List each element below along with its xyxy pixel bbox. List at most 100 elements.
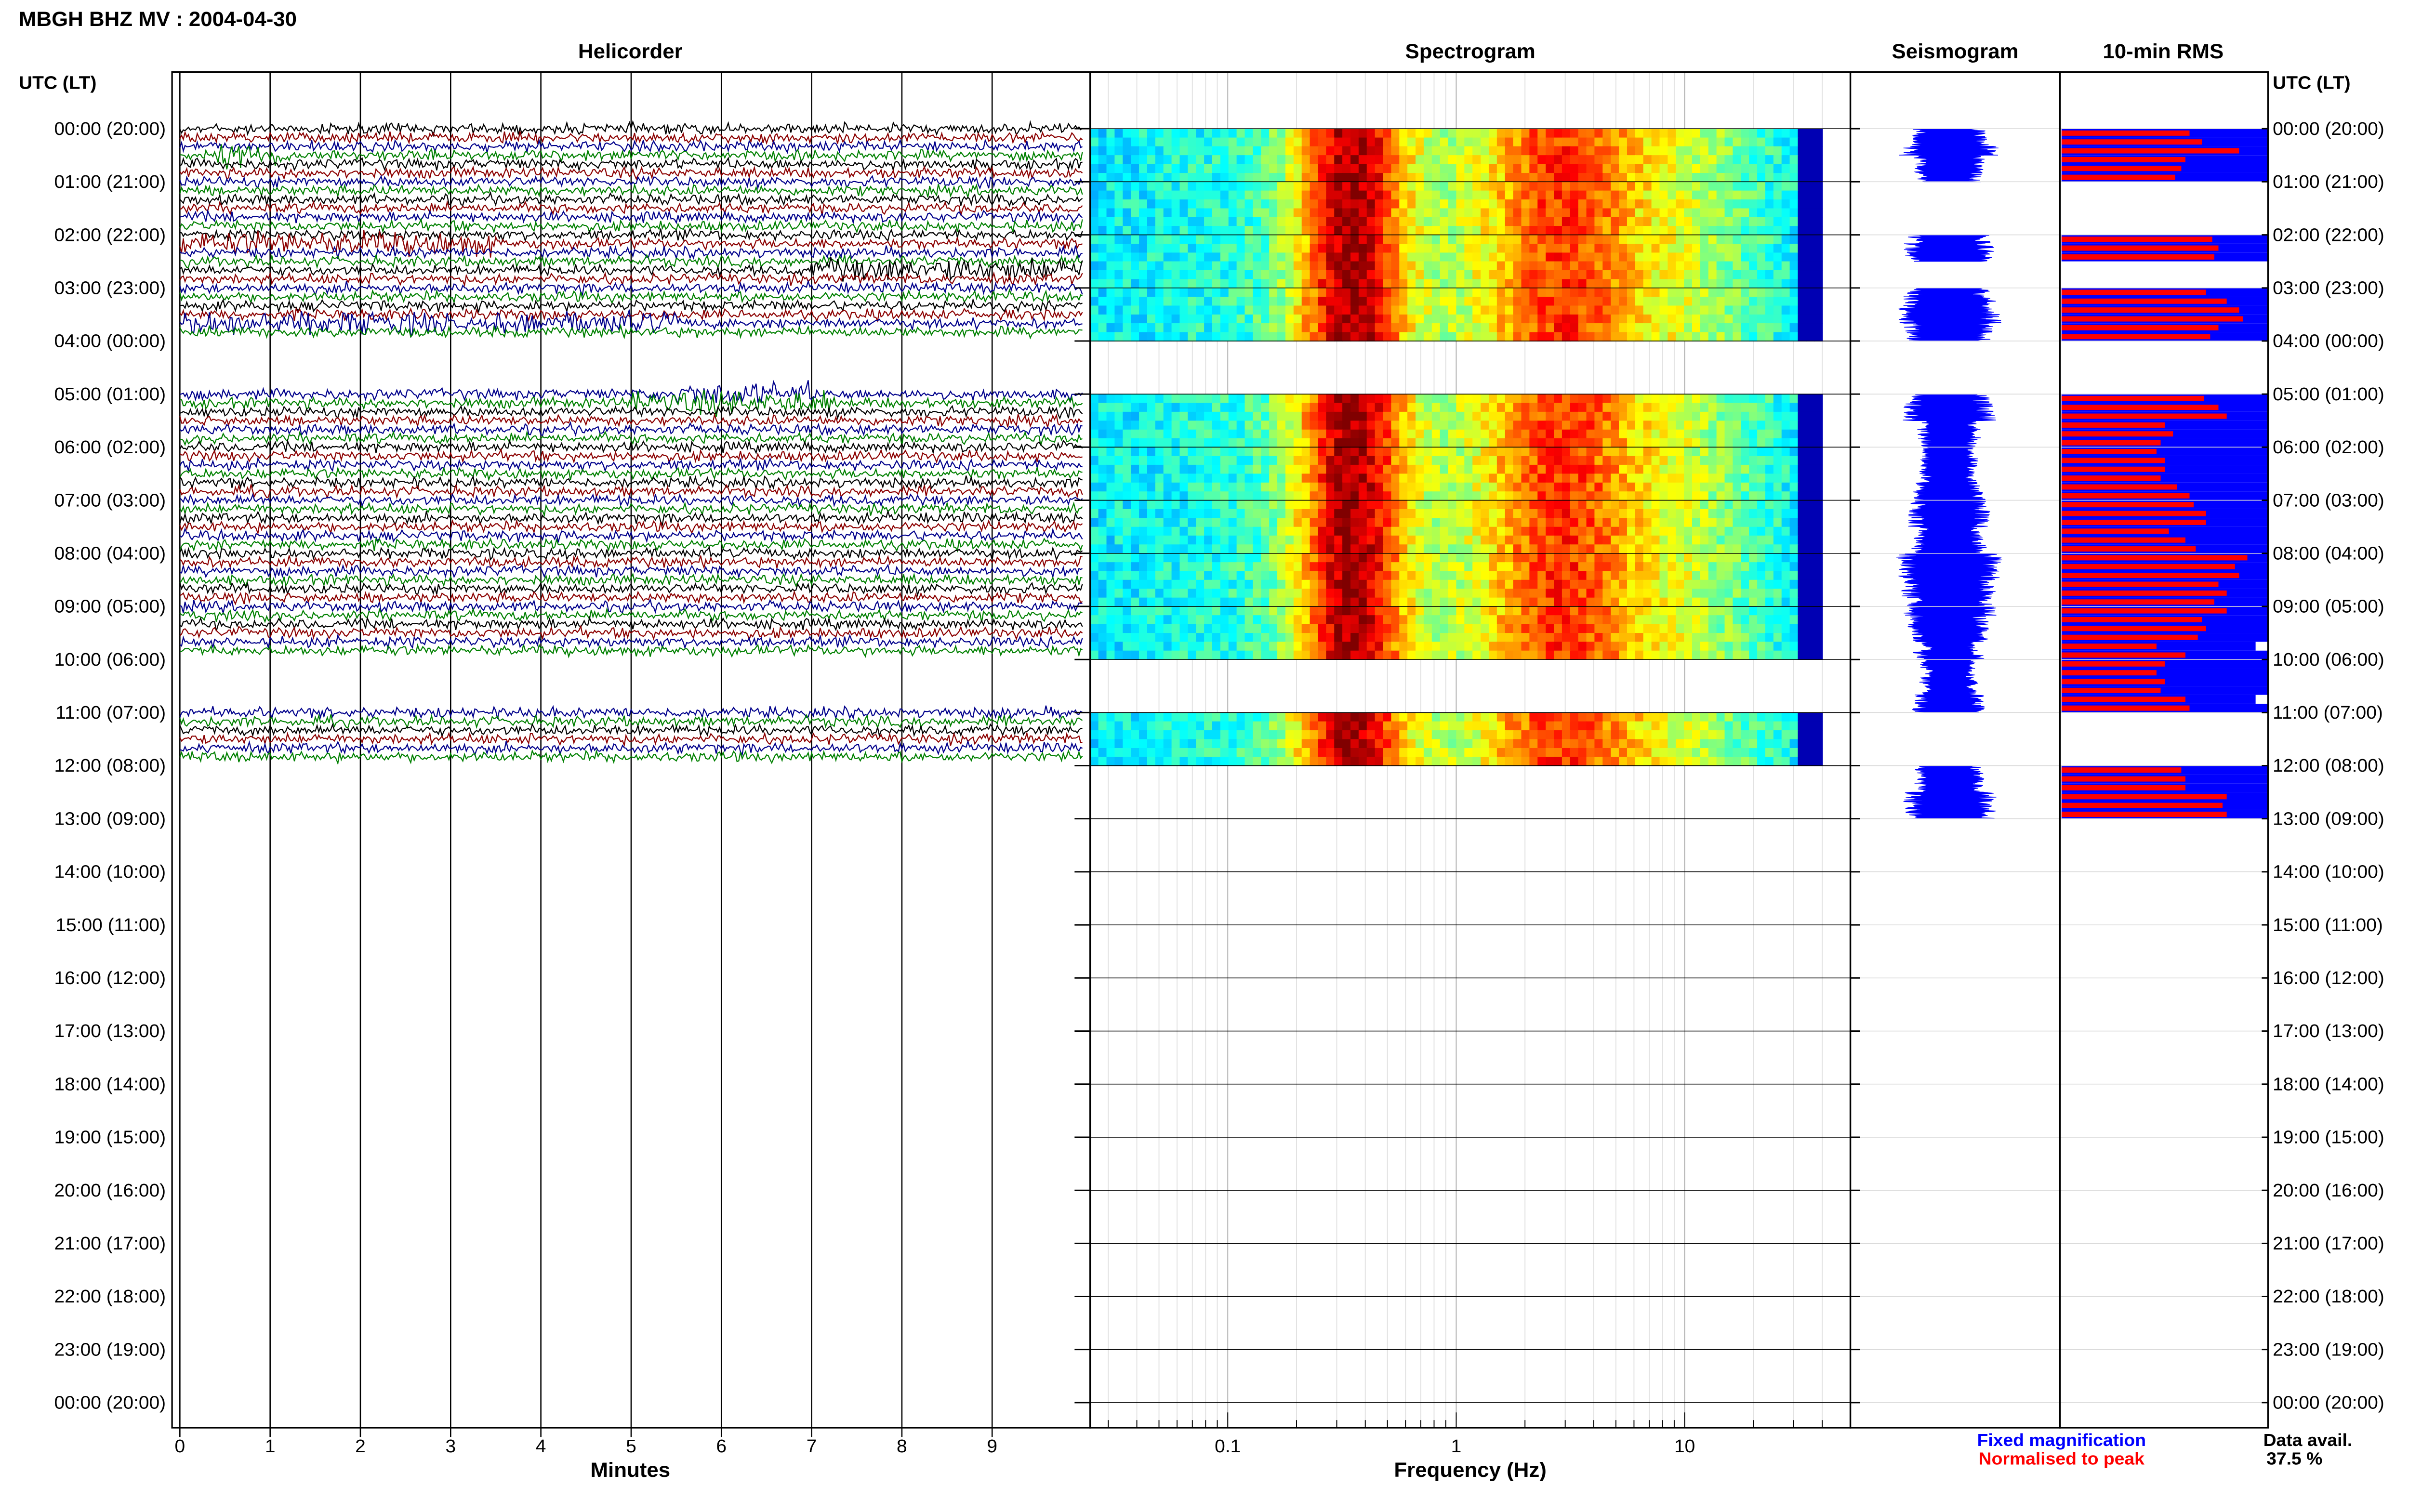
spectrogram-cell [1440,208,1449,218]
spectrogram-cell [1163,297,1172,306]
spectrogram-cell [1806,526,1815,537]
spectrogram-cell [1228,155,1237,165]
spectrogram-cell [1366,606,1376,616]
spectrogram-cell [1448,129,1457,138]
spectrogram-cell [1440,447,1449,457]
spectrogram-cell [1212,217,1221,227]
spectrogram-cell [1757,226,1766,236]
spectrogram-cell [1326,137,1335,147]
spectrogram-cell [1643,491,1652,501]
spectrogram-cell [1488,173,1498,183]
spectrogram-cell [1147,314,1156,324]
spectrogram-cell [1196,235,1205,244]
spectrogram-cell [1488,597,1498,607]
spectrogram-cell [1204,606,1213,616]
spectrogram-cell [1188,421,1197,430]
spectrogram-cell [1139,509,1148,519]
spectrogram-cell [1488,270,1498,280]
spectrogram-cell [1781,288,1790,297]
spectrogram-cell [1253,518,1262,527]
spectrogram-cell [1155,544,1165,554]
spectrogram-cell [1269,235,1278,244]
spectrogram-cell [1570,394,1579,404]
frequency-tick-label: 0.1 [1215,1436,1241,1457]
spectrogram-cell [1716,615,1725,625]
spectrogram-cell [1798,217,1807,227]
spectrogram-cell [1326,190,1335,200]
time-label-right: 11:00 (07:00) [2273,702,2383,723]
spectrogram-cell [1155,235,1165,244]
spectrogram-cell [1554,199,1563,209]
spectrogram-cell [1139,456,1148,466]
spectrogram-cell [1546,226,1555,236]
spectrogram-cell [1781,270,1790,280]
spectrogram-cell [1505,447,1514,457]
spectrogram-cell [1708,571,1717,580]
spectrogram-cell [1562,129,1571,138]
spectrogram-cell [1505,129,1514,138]
spectrogram-cell [1488,323,1498,333]
spectrogram-cell [1416,526,1425,537]
spectrogram-cell [1496,305,1506,315]
spectrogram-cell [1277,597,1286,607]
spectrogram-cell [1399,129,1408,138]
spectrogram-cell [1716,182,1725,191]
time-label-left: 11:00 (07:00) [55,702,166,723]
spectrogram-cell [1318,500,1327,510]
spectrogram-cell [1505,182,1514,191]
spectrogram-cell [1700,473,1709,483]
spectrogram-cell [1562,261,1571,271]
spectrogram-cell [1228,491,1237,501]
spectrogram-cell [1635,456,1644,466]
spectrogram-cell [1220,491,1230,501]
spectrogram-cell [1765,579,1774,590]
spectrogram-cell [1334,597,1343,607]
spectrogram-cell [1310,252,1319,262]
spectrogram-cell [1700,535,1709,545]
spectrogram-cell [1090,217,1099,227]
spectrogram-cell [1179,323,1189,333]
spectrogram-cell [1456,332,1465,342]
spectrogram-cell [1651,421,1660,430]
spectrogram-cell [1668,544,1677,554]
spectrogram-cell [1244,173,1254,183]
spectrogram-cell [1529,235,1538,244]
spectrogram-cell [1399,606,1408,616]
spectrogram-cell [1220,129,1230,138]
spectrogram-cell [1586,464,1595,474]
spectrogram-cell [1578,553,1587,563]
spectrogram-cell [1676,473,1685,483]
spectrogram-cell [1334,297,1343,306]
spectrogram-cell [1488,199,1498,209]
spectrogram-cell [1757,305,1766,315]
spectrogram-cell [1806,323,1815,333]
spectrogram-cell [1366,482,1376,492]
spectrogram-cell [1765,270,1774,280]
spectrogram-cell [1773,571,1782,580]
spectrogram-cell [1448,137,1457,147]
spectrogram-cell [1131,137,1140,147]
spectrogram-cell [1220,633,1230,643]
spectrogram-cell [1383,535,1392,545]
spectrogram-cell [1773,589,1782,598]
spectrogram-cell [1594,217,1603,227]
spectrogram-cell [1269,642,1278,651]
spectrogram-cell [1244,332,1254,342]
spectrogram-cell [1676,146,1685,156]
spectrogram-cell [1733,473,1742,483]
spectrogram-cell [1163,518,1172,527]
time-label-right: 00:00 (20:00) [2273,118,2384,139]
spectrogram-cell [1326,305,1335,315]
spectrogram-cell [1806,421,1815,430]
spectrogram-cell [1586,403,1595,412]
spectrogram-cell [1537,146,1547,156]
spectrogram-cell [1147,650,1156,660]
spectrogram-cell [1131,403,1140,412]
spectrogram-cell [1529,261,1538,271]
spectrogram-cell [1431,429,1441,439]
spectrogram-cell [1261,562,1270,572]
spectrogram-cell [1277,411,1286,421]
spectrogram-cell [1236,642,1245,651]
spectrogram-cell [1228,297,1237,306]
spectrogram-cell [1212,297,1221,306]
